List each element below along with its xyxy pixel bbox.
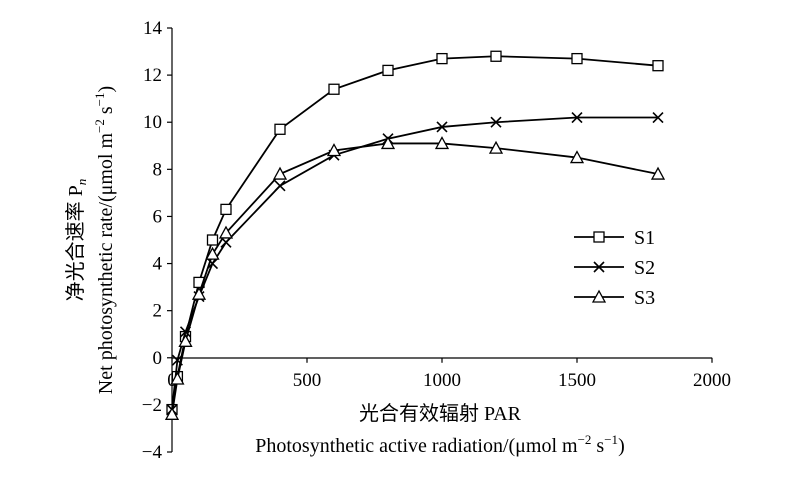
legend-item-s2: S2: [574, 257, 655, 279]
y-axis-label-cn: 净光合速率 Pn: [64, 179, 89, 302]
legend-label: S1: [634, 227, 655, 249]
data-point-s2: [571, 111, 583, 124]
series-layer: [164, 50, 666, 420]
data-point-s2: [652, 111, 664, 124]
data-point-s2: [490, 116, 502, 128]
data-point-s1: [436, 52, 448, 65]
legend-marker: [593, 261, 605, 273]
series-line-s1: [171, 55, 659, 410]
legend-label: S3: [634, 287, 655, 309]
y-tick-label: 6: [153, 206, 163, 227]
data-point-s1: [274, 123, 286, 135]
x-axis-label-en: Photosynthetic active radiation/(μmol m−…: [255, 432, 624, 457]
data-point-s2: [274, 180, 286, 192]
series-s2: [166, 111, 664, 416]
data-point-s3: [164, 406, 180, 420]
legend-marker: [593, 231, 605, 243]
series-s1: [166, 50, 664, 416]
data-point-s1: [220, 203, 232, 216]
y-tick-label: 14: [143, 18, 163, 39]
series-line-s2: [171, 116, 658, 410]
data-point-s3: [205, 246, 220, 260]
x-axis-ticks: 0500100015002000: [167, 357, 731, 391]
legend-item-s1: S1: [574, 227, 655, 249]
y-tick-label: 0: [153, 348, 163, 369]
x-tick-label: 1500: [558, 370, 596, 391]
data-point-s1: [382, 64, 394, 77]
x-tick-label: 500: [293, 370, 322, 391]
series-s3: [164, 136, 666, 420]
data-point-s3: [191, 286, 207, 300]
y-tick-label: 8: [153, 159, 163, 180]
data-point-s2: [206, 257, 219, 270]
data-point-s2: [436, 121, 448, 133]
y-tick-label: 2: [153, 301, 163, 322]
legend-item-s3: S3: [574, 287, 655, 309]
legend-marker: [591, 289, 607, 303]
data-point-s3: [218, 225, 234, 239]
data-point-s3: [488, 140, 504, 154]
data-point-s1: [206, 234, 219, 246]
x-axis-label-cn: 光合有效辐射 PAR: [359, 402, 522, 425]
y-tick-label: −2: [142, 395, 162, 416]
legend: S1 S2 S3: [574, 227, 655, 309]
data-point-s3: [380, 136, 396, 150]
y-tick-label: 4: [153, 254, 163, 275]
data-point-s3: [272, 166, 288, 180]
data-point-s3: [434, 136, 450, 150]
y-axis-label-en: Net photosynthetic rate/(μmol m−2 s−1): [92, 86, 117, 394]
data-point-s3: [178, 333, 193, 347]
legend-label: S2: [634, 257, 655, 279]
x-tick-label: 2000: [693, 370, 731, 391]
data-point-s1: [652, 60, 664, 72]
y-tick-label: 10: [143, 112, 162, 133]
data-point-s3: [326, 143, 342, 157]
data-point-s3: [650, 166, 666, 180]
data-point-s1: [571, 52, 583, 65]
data-point-s1: [328, 83, 340, 95]
data-point-s3: [170, 371, 185, 385]
y-tick-label: −4: [142, 442, 163, 463]
y-tick-label: 12: [143, 65, 162, 86]
y-axis-ticks: 14 12 10 8 6 4 2 0 −2 −4: [142, 18, 172, 463]
x-tick-label: 1000: [423, 370, 461, 391]
data-point-s1: [490, 50, 502, 62]
data-point-s3: [569, 150, 585, 164]
